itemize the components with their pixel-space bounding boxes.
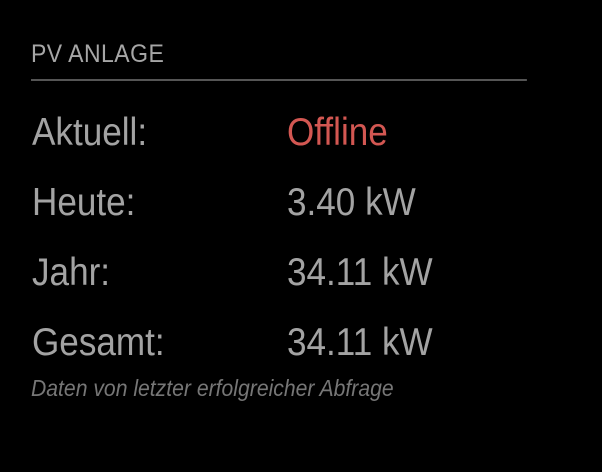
row-label: Gesamt: xyxy=(32,321,165,364)
status-value: Offline xyxy=(287,111,388,154)
row-gesamt: Gesamt: 34.11 kW xyxy=(31,315,570,385)
module-title: PV ANLAGE xyxy=(31,38,527,81)
row-label: Heute: xyxy=(32,181,136,224)
row-value: 3.40 kW xyxy=(287,181,416,224)
footnote: Daten von letzter erfolgreicher Abfrage xyxy=(31,375,394,401)
row-label: Aktuell: xyxy=(32,111,148,154)
row-jahr: Jahr: 34.11 kW xyxy=(31,245,570,315)
row-value: 34.11 kW xyxy=(287,251,433,294)
row-label: Jahr: xyxy=(32,251,111,294)
pv-stats: Aktuell: Offline Heute: 3.40 kW Jahr: 34… xyxy=(31,105,570,385)
row-aktuell: Aktuell: Offline xyxy=(31,105,570,175)
pv-module: PV ANLAGE Aktuell: Offline Heute: 3.40 k… xyxy=(31,38,570,403)
row-heute: Heute: 3.40 kW xyxy=(31,175,570,245)
row-value: 34.11 kW xyxy=(287,321,433,364)
